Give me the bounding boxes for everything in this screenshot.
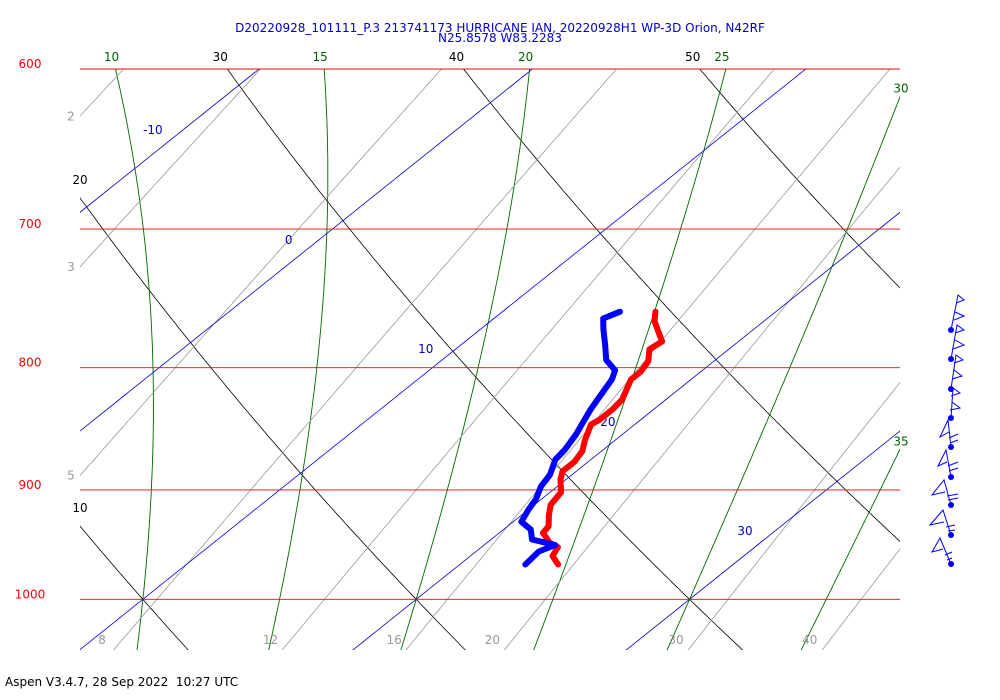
wind-dot — [948, 415, 954, 421]
dry-adiabat — [699, 69, 900, 289]
isotherm-label: 10 — [418, 342, 433, 356]
dry-adiabat-label: 30 — [213, 50, 228, 64]
wind-dot — [948, 386, 954, 392]
isotherm-label: 30 — [737, 524, 752, 538]
wind-dot — [948, 532, 954, 538]
mixing-ratio-line — [821, 548, 900, 650]
isotherm — [625, 430, 900, 650]
wind-barb — [950, 294, 966, 331]
y-tick-label: 900 — [19, 478, 42, 492]
mixing-ratio-label: 30 — [668, 633, 683, 647]
profile-line — [540, 308, 666, 568]
wind-dot — [948, 502, 954, 508]
isotherm — [80, 69, 807, 650]
wind-barbs — [928, 294, 966, 565]
moist-adiabat-label: 15 — [312, 50, 327, 64]
mixing-ratio-label: 8 — [98, 633, 106, 647]
dry-adiabat — [226, 69, 744, 650]
wind-barb — [949, 387, 962, 419]
y-tick-label: 1000 — [15, 587, 46, 601]
dry-adiabat-label: 20 — [72, 173, 87, 187]
wind-barb — [928, 509, 956, 536]
moist-adiabat-label: 20 — [518, 50, 533, 64]
moist-adiabat-label: 35 — [893, 434, 908, 448]
mixing-ratio-line — [113, 69, 618, 650]
dry-adiabat-label: 40 — [449, 50, 464, 64]
mixing-ratio-line — [281, 69, 775, 650]
mixing-ratio-label: 20 — [485, 633, 500, 647]
dry-adiabat-label: 50 — [685, 50, 700, 64]
mixing-ratio-line — [405, 69, 891, 650]
mixing-ratio-label: 3 — [67, 260, 75, 274]
mixing-ratio-line — [80, 69, 262, 268]
moist-adiabat-label: 10 — [104, 50, 119, 64]
moist-adiabat — [533, 69, 727, 650]
profile-line — [518, 308, 623, 568]
wind-dot — [948, 327, 954, 333]
wind-barb — [930, 478, 959, 506]
wind-barb — [950, 324, 966, 360]
isotherm — [80, 69, 534, 432]
y-tick-label: 600 — [19, 57, 42, 71]
chart-title: D20220928_101111_P.3 213741173 HURRICANE… — [235, 21, 765, 35]
isotherm — [80, 69, 260, 213]
wind-dot — [948, 356, 954, 362]
footer: Aspen V3.4.7, 28 Sep 2022 10:27 UTC — [5, 675, 238, 689]
mixing-ratio-label: 2 — [67, 109, 75, 123]
wind-barb — [936, 448, 959, 478]
moist-adiabat-label: 30 — [893, 81, 908, 95]
isotherm — [352, 211, 900, 650]
moist-adiabat-label: 25 — [714, 50, 729, 64]
y-tick-label: 800 — [19, 356, 42, 370]
isotherm-label: -10 — [143, 123, 163, 137]
wind-barb — [930, 536, 953, 565]
plot-area — [80, 69, 900, 650]
dry-adiabat — [462, 69, 900, 543]
wind-barb — [950, 354, 965, 390]
isotherm-label: 0 — [285, 233, 293, 247]
y-tick-label: 700 — [19, 217, 42, 231]
wind-barb — [938, 418, 959, 448]
mixing-ratio-label: 16 — [386, 633, 401, 647]
mixing-ratio-line — [80, 69, 443, 477]
wind-barb-dots — [948, 327, 954, 567]
chart-subtitle: N25.8578 W83.2283 — [438, 31, 562, 45]
wind-dot — [948, 561, 954, 567]
dry-adiabat — [80, 197, 466, 650]
mixing-ratio-label: 12 — [263, 633, 278, 647]
mixing-ratio-label: 40 — [802, 633, 817, 647]
mixing-ratio-line — [687, 381, 900, 650]
wind-dot — [948, 444, 954, 450]
wind-dot — [948, 474, 954, 480]
moist-adiabat — [400, 69, 531, 650]
mixing-ratio-line — [503, 166, 900, 650]
moist-adiabat — [115, 69, 154, 650]
moist-adiabat — [800, 448, 900, 650]
moist-adiabat — [666, 95, 900, 650]
dry-adiabat — [80, 525, 189, 650]
mixing-ratio-label: 5 — [67, 468, 75, 482]
moist-adiabat — [268, 69, 329, 650]
dry-adiabat-label: 10 — [72, 501, 87, 515]
